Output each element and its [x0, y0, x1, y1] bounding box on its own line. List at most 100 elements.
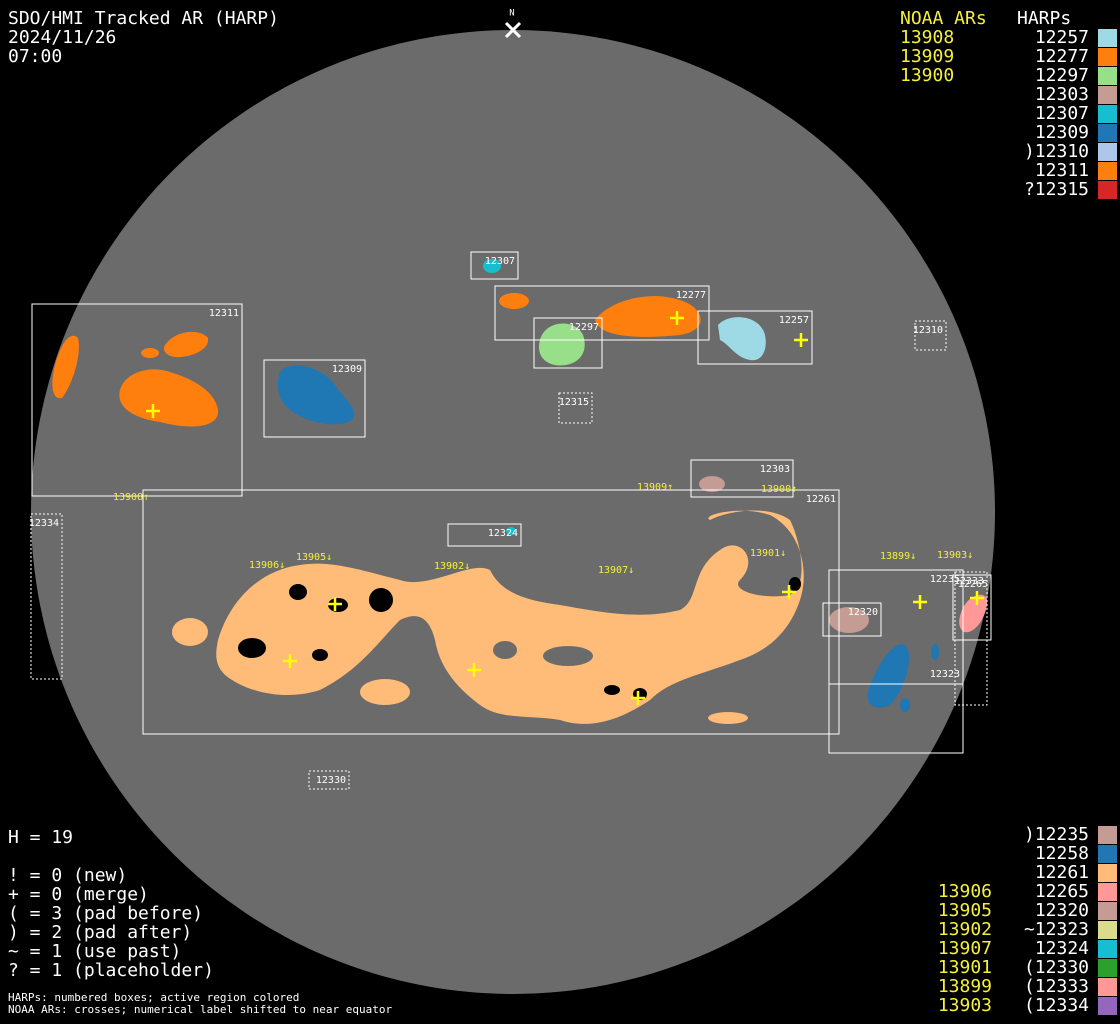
color-swatch [1098, 883, 1117, 901]
noaa-label: 13909↑ [637, 482, 673, 493]
harp-box-label: 12303 [760, 464, 790, 475]
color-swatch [1098, 181, 1117, 199]
noaa-id: 13907 [938, 938, 992, 959]
harp-box-label: 12310 [913, 325, 943, 336]
noaa-id: 13899 [938, 976, 992, 997]
noaa-label: 13908↑ [113, 492, 149, 503]
harp-id: 12257 [1035, 27, 1089, 48]
noaa-id: 13909 [900, 46, 954, 67]
noaa-id: 13903 [938, 995, 992, 1016]
noaa-crosses [146, 311, 984, 705]
harp-box [31, 303, 243, 497]
north-label: N [509, 9, 514, 19]
stat-line: + = 0 (merge) [8, 884, 149, 905]
harp-id: 12307 [1035, 103, 1089, 124]
harp-id: 12324 [1035, 938, 1089, 959]
harp-id: (12330 [1024, 957, 1089, 978]
noaa-id: 13905 [938, 900, 992, 921]
color-swatch [1098, 105, 1117, 123]
harp-box [558, 392, 593, 424]
noaa-label: 13899↓ [880, 551, 916, 562]
color-swatch [1098, 48, 1117, 66]
harp-box-label: 12235 [930, 574, 960, 585]
color-swatch [1098, 902, 1117, 920]
harp-id: 12303 [1035, 84, 1089, 105]
color-swatch [1098, 978, 1117, 996]
color-swatch [1098, 143, 1117, 161]
noaa-label: 13906↓ [249, 560, 285, 571]
stat-line: ! = 0 (new) [8, 865, 127, 886]
harp-box-label: 12261 [806, 494, 836, 505]
harp-box [697, 310, 813, 365]
color-swatch [1098, 845, 1117, 863]
color-swatch [1098, 86, 1117, 104]
noaa-label: 13907↓ [598, 565, 634, 576]
footer-note: HARPs: numbered boxes; active region col… [8, 991, 299, 1004]
time: 07:00 [8, 46, 62, 67]
harp-id: 12277 [1035, 46, 1089, 67]
noaa-id: 13908 [900, 27, 954, 48]
stat-line: ( = 3 (pad before) [8, 903, 203, 924]
stat-line: H = 19 [8, 827, 73, 848]
harp-id: ~12323 [1024, 919, 1089, 940]
noaa-id: 13906 [938, 881, 992, 902]
noaa-label: 13901↓ [750, 548, 786, 559]
color-swatch [1098, 124, 1117, 142]
harp-box [263, 359, 366, 438]
harp-box [30, 513, 63, 680]
harp-id: )12310 [1024, 141, 1089, 162]
harp-id: 12320 [1035, 900, 1089, 921]
harp-box [828, 569, 964, 685]
harp-box [447, 523, 522, 547]
harp-box-label: 12265 [958, 579, 988, 590]
color-swatch [1098, 826, 1117, 844]
noaa-label: 13900↑ [761, 484, 797, 495]
stat-line: ~ = 1 (use past) [8, 941, 181, 962]
active-regions [52, 259, 988, 724]
north-marker: N [504, 9, 522, 39]
harp-box [954, 571, 988, 706]
color-swatch [1098, 162, 1117, 180]
color-swatch [1098, 921, 1117, 939]
date: 2024/11/26 [8, 27, 116, 48]
harp-box-label: 12311 [209, 308, 239, 319]
harp-box [308, 770, 350, 790]
harp-box [470, 251, 519, 280]
harp-box-label: 12323 [930, 669, 960, 680]
harp-id: ?12315 [1024, 179, 1089, 200]
color-swatch [1098, 864, 1117, 882]
noaa-label: 13903↓ [937, 550, 973, 561]
color-swatch [1098, 67, 1117, 85]
harp-box-label: 12334 [29, 518, 59, 529]
noaa-label: 13905↓ [296, 552, 332, 563]
color-swatch [1098, 940, 1117, 958]
harp-box-label: 12309 [332, 364, 362, 375]
harp-box-label: 12277 [676, 290, 706, 301]
harp-box [690, 459, 794, 498]
footer-note: NOAA ARs: crosses; numerical label shift… [8, 1003, 392, 1016]
harp-box [914, 320, 947, 351]
harp-id: 12265 [1035, 881, 1089, 902]
stat-line: ) = 2 (pad after) [8, 922, 192, 943]
harp-box-label: 12257 [779, 315, 809, 326]
harp-box [952, 574, 992, 641]
harp-box-label: 12320 [848, 607, 878, 618]
harp-box-label: 12333 [954, 576, 984, 587]
harp-header: HARPs [1017, 8, 1071, 29]
harp-id: 12261 [1035, 862, 1089, 883]
harp-box-label: 12324 [488, 528, 518, 539]
solar-disk [31, 30, 995, 994]
color-swatch [1098, 997, 1117, 1015]
harp-box [822, 602, 882, 637]
noaa-label: 13902↓ [434, 561, 470, 572]
harp-id: 12297 [1035, 65, 1089, 86]
harp-id: 12258 [1035, 843, 1089, 864]
noaa-id: 13902 [938, 919, 992, 940]
harp-id: (12334 [1024, 995, 1089, 1016]
title: SDO/HMI Tracked AR (HARP) [8, 8, 279, 29]
color-swatch [1098, 959, 1117, 977]
harp-box-label: 12315 [559, 397, 589, 408]
harp-id: (12333 [1024, 976, 1089, 997]
harp-box [533, 317, 603, 369]
